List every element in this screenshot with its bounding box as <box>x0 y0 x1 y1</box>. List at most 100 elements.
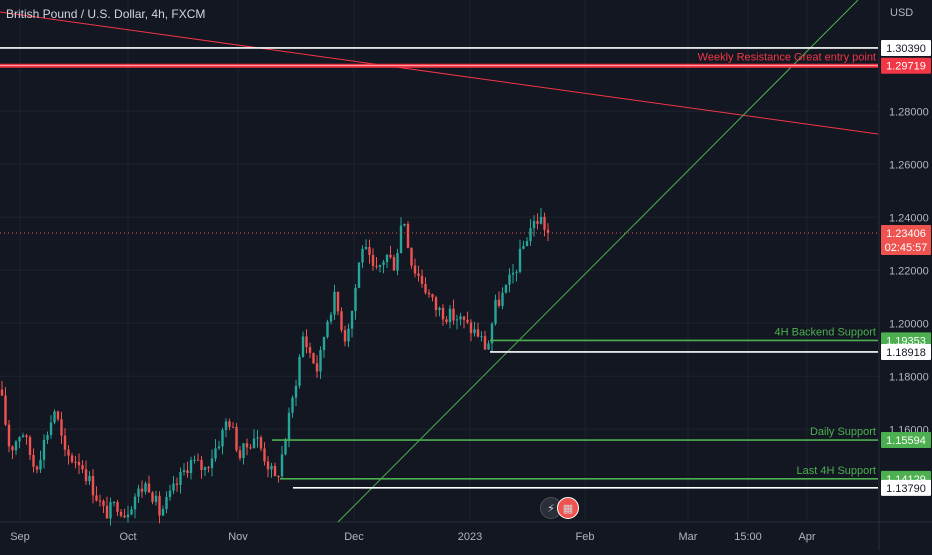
candle-body[interactable] <box>165 497 168 510</box>
candle-body[interactable] <box>522 246 525 249</box>
candle-body[interactable] <box>126 514 130 518</box>
y-axis[interactable]: 1.28000 1.26000 1.24000 1.22000 1.20000 1.180… <box>889 106 929 436</box>
candle-body[interactable] <box>228 421 231 427</box>
candle-body[interactable] <box>151 492 154 502</box>
candle-body[interactable] <box>515 271 518 273</box>
candle-body[interactable] <box>308 347 312 353</box>
candle-body[interactable] <box>210 458 214 468</box>
candle-body[interactable] <box>42 439 46 460</box>
candle-body[interactable] <box>298 356 301 386</box>
candle-body[interactable] <box>0 389 4 396</box>
candle-body[interactable] <box>70 455 74 462</box>
candle-body[interactable] <box>417 273 420 276</box>
candle-body[interactable] <box>497 299 501 306</box>
candle-body[interactable] <box>25 435 28 438</box>
candle-body[interactable] <box>207 467 210 469</box>
candle-body[interactable] <box>350 310 354 329</box>
candle-body[interactable] <box>431 294 434 298</box>
candle-body[interactable] <box>217 446 221 449</box>
candle-body[interactable] <box>483 336 487 350</box>
candle-body[interactable] <box>245 443 249 448</box>
candle-body[interactable] <box>179 472 182 485</box>
candle-body[interactable] <box>200 460 203 471</box>
trendline-support[interactable] <box>337 0 859 523</box>
candle-body[interactable] <box>343 330 347 342</box>
candle-body[interactable] <box>203 467 207 471</box>
candle-body[interactable] <box>168 490 172 498</box>
candle-body[interactable] <box>284 440 287 455</box>
candle-body[interactable] <box>172 483 175 491</box>
candle-body[interactable] <box>532 221 536 229</box>
candle-body[interactable] <box>137 488 140 497</box>
candle-body[interactable] <box>77 461 81 466</box>
candle-body[interactable] <box>441 307 445 320</box>
candle-body[interactable] <box>392 257 396 271</box>
candle-body[interactable] <box>158 495 161 516</box>
candle-body[interactable] <box>361 248 364 263</box>
candle-body[interactable] <box>186 470 189 474</box>
candle-body[interactable] <box>112 502 116 504</box>
trendline-resistance[interactable] <box>0 11 879 135</box>
lightning-icon[interactable]: ⚡ <box>540 497 562 519</box>
candle-body[interactable] <box>88 476 91 482</box>
candle-body[interactable] <box>319 350 322 372</box>
candle-body[interactable] <box>546 229 550 233</box>
candle-body[interactable] <box>189 459 193 474</box>
candle-body[interactable] <box>18 437 21 442</box>
candle-body[interactable] <box>67 449 70 456</box>
candle-body[interactable] <box>445 319 448 323</box>
candle-body[interactable] <box>109 502 112 519</box>
candle-body[interactable] <box>277 476 280 478</box>
candle-body[interactable] <box>357 262 361 288</box>
candle-body[interactable] <box>438 307 441 311</box>
candle-body[interactable] <box>543 216 546 230</box>
candle-body[interactable] <box>518 248 522 272</box>
candle-body[interactable] <box>266 461 270 470</box>
candle-body[interactable] <box>448 308 452 323</box>
candle-body[interactable] <box>11 446 14 451</box>
candle-body[interactable] <box>193 459 196 461</box>
candle-body[interactable] <box>147 483 151 493</box>
candle-body[interactable] <box>214 448 217 459</box>
candle-body[interactable] <box>46 435 49 440</box>
candle-body[interactable] <box>32 454 35 467</box>
candle-body[interactable] <box>196 459 200 461</box>
candle-body[interactable] <box>476 329 480 337</box>
candle-body[interactable] <box>329 314 333 322</box>
candle-body[interactable] <box>529 228 532 242</box>
candle-body[interactable] <box>175 483 179 485</box>
candle-body[interactable] <box>403 223 406 226</box>
candle-body[interactable] <box>252 438 256 448</box>
candle-body[interactable] <box>35 466 39 470</box>
candle-body[interactable] <box>490 323 494 344</box>
economic-calendar-icon[interactable]: ▦ <box>557 497 579 519</box>
candle-body[interactable] <box>536 221 539 224</box>
candle-body[interactable] <box>424 283 427 293</box>
candle-body[interactable] <box>336 291 340 312</box>
candle-body[interactable] <box>49 422 53 436</box>
candle-body[interactable] <box>39 459 42 470</box>
candle-body[interactable] <box>287 412 291 441</box>
candle-body[interactable] <box>354 287 357 311</box>
candle-body[interactable] <box>242 443 245 459</box>
candle-body[interactable] <box>231 426 235 428</box>
level-lines[interactable] <box>0 47 878 489</box>
candle-body[interactable] <box>469 322 473 334</box>
candle-body[interactable] <box>291 397 294 413</box>
candle-body[interactable] <box>161 509 165 516</box>
candle-body[interactable] <box>462 316 466 320</box>
candle-body[interactable] <box>368 247 371 255</box>
candle-body[interactable] <box>182 470 186 473</box>
candle-body[interactable] <box>410 247 413 266</box>
candle-body[interactable] <box>263 448 266 462</box>
candle-body[interactable] <box>21 435 25 438</box>
candle-body[interactable] <box>91 476 95 496</box>
candle-body[interactable] <box>501 292 504 306</box>
candle-body[interactable] <box>466 319 469 323</box>
candle-body[interactable] <box>347 328 350 342</box>
candles[interactable] <box>0 207 550 526</box>
candle-body[interactable] <box>74 461 77 463</box>
candle-body[interactable] <box>7 424 11 447</box>
candle-body[interactable] <box>494 299 497 324</box>
candle-body[interactable] <box>455 319 459 321</box>
